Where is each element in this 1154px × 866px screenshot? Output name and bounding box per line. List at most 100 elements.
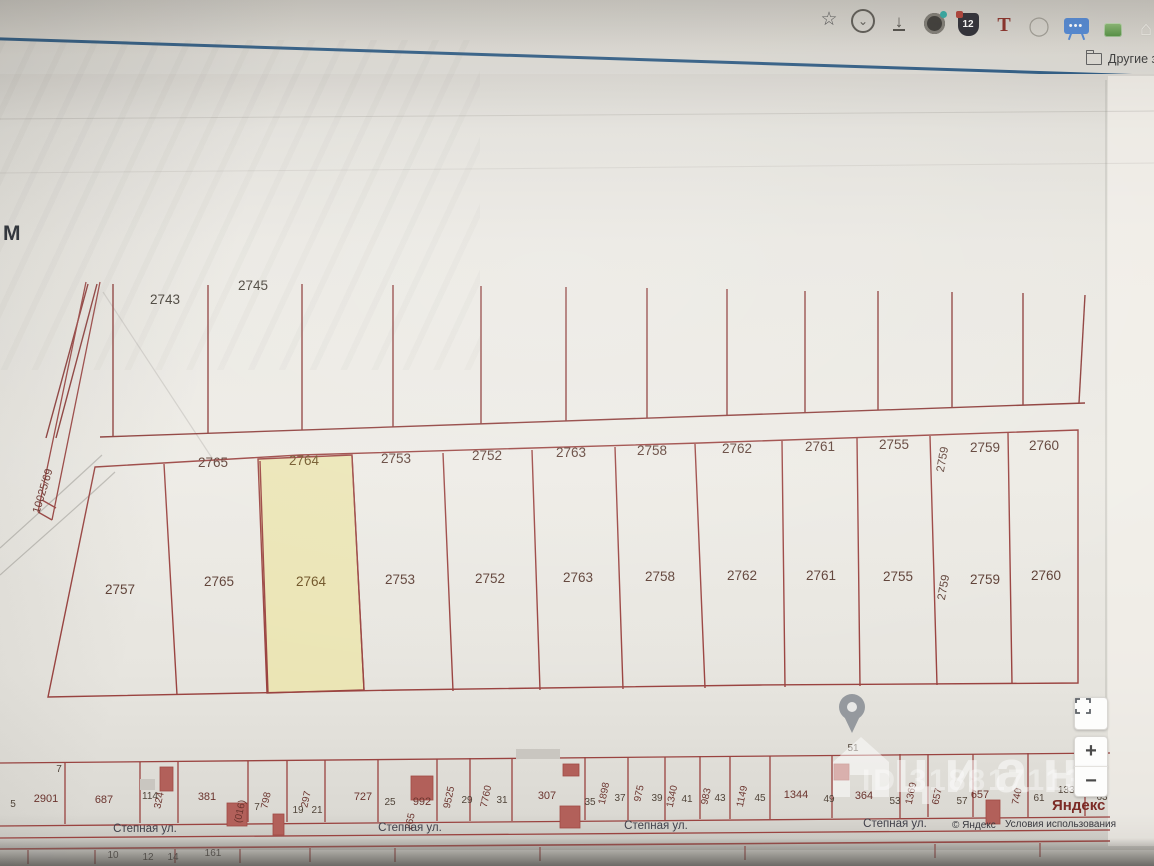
- house-number: 61: [1033, 793, 1045, 804]
- parcel-label: 2743: [150, 292, 180, 307]
- parcel-label: 2745: [238, 278, 268, 293]
- reflection-lines: [0, 80, 1154, 718]
- house-number: 35: [584, 797, 596, 808]
- parcel-number-rotated: 7760: [479, 784, 494, 808]
- partial-extension-icon[interactable]: ⌂: [1139, 17, 1153, 40]
- parcel-label: 2762: [722, 441, 752, 456]
- house-number: 12: [142, 852, 154, 863]
- street-name: Степная ул.: [113, 823, 177, 835]
- presentation-glyph: •••: [1063, 18, 1089, 41]
- zoom-in-button[interactable]: +: [1074, 736, 1108, 767]
- shield-glyph: 12: [955, 10, 979, 36]
- house-number: 114: [142, 791, 158, 802]
- parcel-number-rotated: 265: [403, 812, 417, 831]
- house-number: 7: [254, 802, 260, 813]
- disabled-extension-icon[interactable]: ◯: [1028, 15, 1050, 37]
- listing-id-watermark: ID 318817113: [862, 764, 1085, 797]
- text-tool-icon[interactable]: T: [997, 13, 1011, 36]
- other-bookmarks[interactable]: Другие зак: [1086, 50, 1154, 66]
- parcel-number: 1336: [1058, 785, 1081, 796]
- parcel-label: 2763: [556, 445, 586, 460]
- parcel-label: 2752: [472, 448, 502, 463]
- gray-buildings: [140, 749, 560, 790]
- download-icon[interactable]: ↓: [886, 9, 912, 35]
- house-number: 25: [384, 797, 396, 808]
- parcel-number-rotated: 975: [632, 784, 646, 803]
- parcel-label: 2755: [879, 437, 909, 452]
- house-number: 5: [10, 799, 16, 810]
- parcel-label: 2753: [381, 451, 411, 466]
- street-name: Степная ул.: [624, 820, 688, 832]
- zoom-out-button[interactable]: −: [1074, 766, 1108, 797]
- parcel-number: 307: [538, 790, 556, 802]
- parcel-label: 2761: [805, 439, 835, 454]
- parcel-number: 364: [855, 790, 873, 802]
- parcel-number-rotated: 1149: [735, 784, 750, 808]
- house-number: 31: [496, 795, 508, 806]
- parcel-number: 687: [95, 794, 113, 806]
- house-number: 10: [107, 850, 119, 861]
- parcel-label: 2753: [385, 572, 415, 587]
- parcel-number-rotated: 324: [152, 791, 166, 810]
- parcel-number-rotated: (016): [233, 799, 249, 824]
- parcel-label: 2764: [289, 453, 320, 468]
- folder-icon: [1086, 50, 1102, 65]
- cian-watermark: циан: [833, 737, 1078, 805]
- house-number: 14: [167, 852, 179, 863]
- camera-extension-icon[interactable]: [921, 10, 947, 36]
- parcel-label: 2759: [970, 572, 1000, 587]
- parcel-number-rotated: 297: [299, 790, 313, 809]
- parcel-label: 2757: [105, 582, 135, 597]
- pocket-glyph: ⌄: [851, 9, 875, 33]
- parcel-label: 2764: [296, 574, 327, 589]
- shield-badge-icon[interactable]: 12: [955, 10, 981, 37]
- parcel-label: 2762: [727, 568, 757, 583]
- house-number: 19: [292, 805, 304, 816]
- parcel-number-rotated: 1340: [665, 784, 680, 808]
- parcel-number-rotated: 657: [930, 787, 944, 806]
- fullscreen-button[interactable]: [1074, 697, 1108, 730]
- download-glyph: ↓: [892, 11, 906, 31]
- parcel-number: 381: [198, 791, 216, 803]
- yandex-logo[interactable]: Яндекс: [1052, 797, 1105, 814]
- parcel-label-rotated: 2759: [935, 446, 951, 473]
- road-lines: [0, 291, 213, 576]
- camera-glyph: [923, 10, 947, 34]
- bookmark-star-icon[interactable]: ☆: [820, 8, 838, 30]
- fullscreen-icon: [1075, 698, 1091, 714]
- parcel-label: 2761: [806, 568, 836, 583]
- pocket-icon[interactable]: ⌄: [850, 8, 876, 34]
- house-number: 37: [614, 793, 626, 804]
- parcel-label: 2763: [563, 570, 593, 585]
- parcel-label: 2759: [970, 440, 1000, 455]
- house-number: 41: [681, 794, 693, 805]
- parcel-number: 727: [354, 791, 372, 803]
- parcel-label: 2765: [198, 455, 228, 470]
- location-pin-icon: [839, 694, 865, 733]
- side-strip-label: 10025/69: [31, 467, 56, 514]
- house-number: 43: [714, 793, 726, 804]
- house-number: 57: [956, 796, 968, 807]
- presentation-icon[interactable]: •••: [1063, 13, 1089, 41]
- parcel-label: 2758: [637, 443, 667, 458]
- other-bookmarks-label: Другие зак: [1108, 52, 1154, 66]
- parcel-label: 2765: [204, 574, 234, 589]
- green-extension-icon[interactable]: [1100, 17, 1126, 43]
- parcel-label: 2752: [475, 571, 505, 586]
- copyright-text: © Яндекс: [952, 820, 996, 831]
- map-letter-label: М: [3, 222, 21, 245]
- page-right-margin: [1108, 76, 1154, 846]
- parcel-number-rotated: 9525: [442, 785, 457, 809]
- house-number: 63: [1096, 792, 1108, 803]
- parcel-number: 1344: [784, 789, 808, 801]
- parcel-number: 2901: [34, 793, 58, 805]
- parcel-label-rotated: 2759: [936, 574, 952, 601]
- parcel-number-rotated: 798: [259, 791, 273, 810]
- side-strip-parcel: [37, 281, 101, 521]
- street-name: Степная ул.: [378, 822, 442, 834]
- parcel-number: 657: [971, 789, 989, 801]
- parcel-number-rotated: 983: [699, 787, 713, 806]
- terms-link[interactable]: Условия использования: [1005, 819, 1116, 830]
